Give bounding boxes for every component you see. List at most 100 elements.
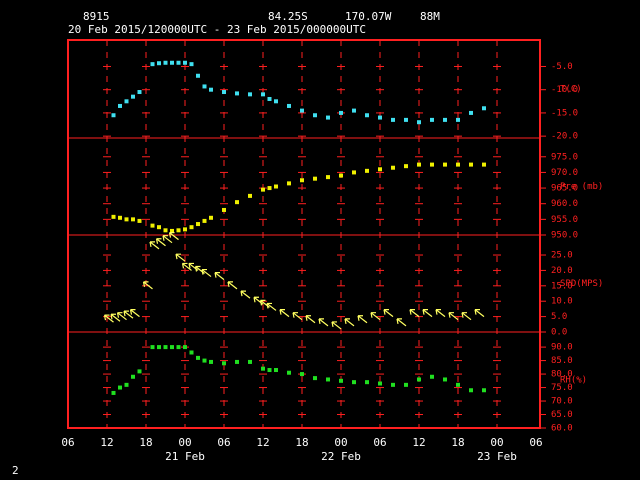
data-point: [183, 345, 187, 350]
data-point: [157, 225, 161, 230]
data-point: [352, 170, 356, 175]
data-point: [417, 377, 421, 382]
data-point: [111, 113, 116, 118]
data-point: [235, 91, 239, 96]
data-point: [261, 366, 265, 371]
y-tick-label: 0.0: [551, 328, 567, 338]
data-point: [261, 92, 265, 97]
data-point: [163, 345, 168, 350]
data-point: [157, 61, 161, 66]
data-point: [176, 345, 181, 350]
x-tick-label: 00: [178, 436, 191, 449]
x-tick-label: 06: [61, 436, 74, 449]
y-tick-label: 975.0: [551, 152, 578, 162]
data-point: [222, 207, 226, 212]
data-point: [404, 117, 408, 122]
data-point: [300, 178, 304, 183]
data-point: [189, 62, 194, 67]
data-point: [118, 103, 122, 108]
wind-arrow: [162, 235, 173, 244]
wind-arrow: [240, 290, 251, 299]
data-point: [417, 162, 421, 167]
wind-arrow: [155, 238, 166, 247]
data-point: [267, 368, 272, 373]
wind-arrow: [318, 318, 329, 327]
x-tick-label: 18: [295, 436, 308, 449]
data-point: [235, 359, 239, 364]
data-point: [196, 73, 200, 78]
data-point: [163, 60, 168, 65]
data-point: [124, 99, 129, 104]
day-label: 22 Feb: [321, 450, 361, 463]
data-point: [274, 99, 278, 104]
data-point: [274, 184, 278, 189]
data-point: [202, 358, 207, 363]
panel-label: T(C): [560, 85, 582, 95]
data-point: [326, 115, 330, 120]
data-point: [222, 90, 226, 95]
wind-arrow: [103, 314, 114, 323]
wind-arrow: [422, 309, 433, 318]
data-point: [196, 222, 200, 227]
data-point: [469, 388, 473, 393]
data-point: [339, 378, 343, 383]
data-point: [124, 217, 129, 222]
y-tick-label: 75.0: [551, 383, 573, 393]
x-tick-label: 06: [217, 436, 230, 449]
data-point: [209, 215, 213, 220]
wind-arrow: [357, 315, 368, 324]
data-point: [365, 113, 369, 118]
data-point: [111, 390, 116, 395]
data-point: [137, 218, 142, 223]
data-point: [150, 223, 155, 228]
data-point: [157, 345, 161, 350]
x-tick-label: 18: [451, 436, 464, 449]
data-point: [170, 228, 174, 233]
y-tick-label: 70.0: [551, 397, 573, 407]
x-tick-label: 12: [412, 436, 425, 449]
y-tick-label: 5.0: [551, 312, 567, 322]
data-point: [209, 87, 213, 92]
wind-arrow: [116, 312, 127, 321]
data-point: [443, 117, 447, 122]
data-point: [189, 350, 194, 355]
x-tick-label: 06: [529, 436, 542, 449]
data-point: [235, 200, 239, 205]
wind-arrow: [396, 318, 407, 327]
data-point: [131, 94, 135, 99]
data-point: [183, 227, 187, 232]
data-point: [183, 60, 187, 65]
data-point: [443, 377, 447, 382]
wind-arrow: [474, 309, 485, 318]
data-point: [248, 359, 252, 364]
data-point: [391, 382, 395, 387]
data-point: [313, 113, 317, 118]
data-point: [209, 359, 213, 364]
data-point: [339, 110, 343, 115]
y-tick-label: 85.0: [551, 356, 573, 366]
data-point: [111, 214, 116, 219]
data-point: [326, 377, 330, 382]
data-point: [150, 62, 155, 67]
period: 20 Feb 2015/120000UTC - 23 Feb 2015/0000…: [68, 23, 366, 36]
x-tick-label: 00: [334, 436, 347, 449]
data-point: [339, 173, 343, 178]
wind-arrow: [142, 281, 153, 290]
wind-arrow: [279, 309, 290, 318]
data-point: [391, 165, 395, 170]
wind-arrow: [344, 318, 355, 327]
data-point: [300, 108, 304, 113]
data-point: [404, 164, 408, 169]
y-tick-label: 955.0: [551, 215, 578, 225]
x-tick-label: 12: [100, 436, 113, 449]
data-point: [267, 186, 272, 191]
wind-arrow: [448, 312, 459, 321]
wind-arrow: [123, 310, 134, 319]
data-point: [391, 117, 395, 122]
data-point: [150, 345, 155, 350]
data-point: [118, 385, 122, 390]
y-tick-label: -10.0: [551, 85, 578, 95]
data-point: [131, 374, 135, 379]
